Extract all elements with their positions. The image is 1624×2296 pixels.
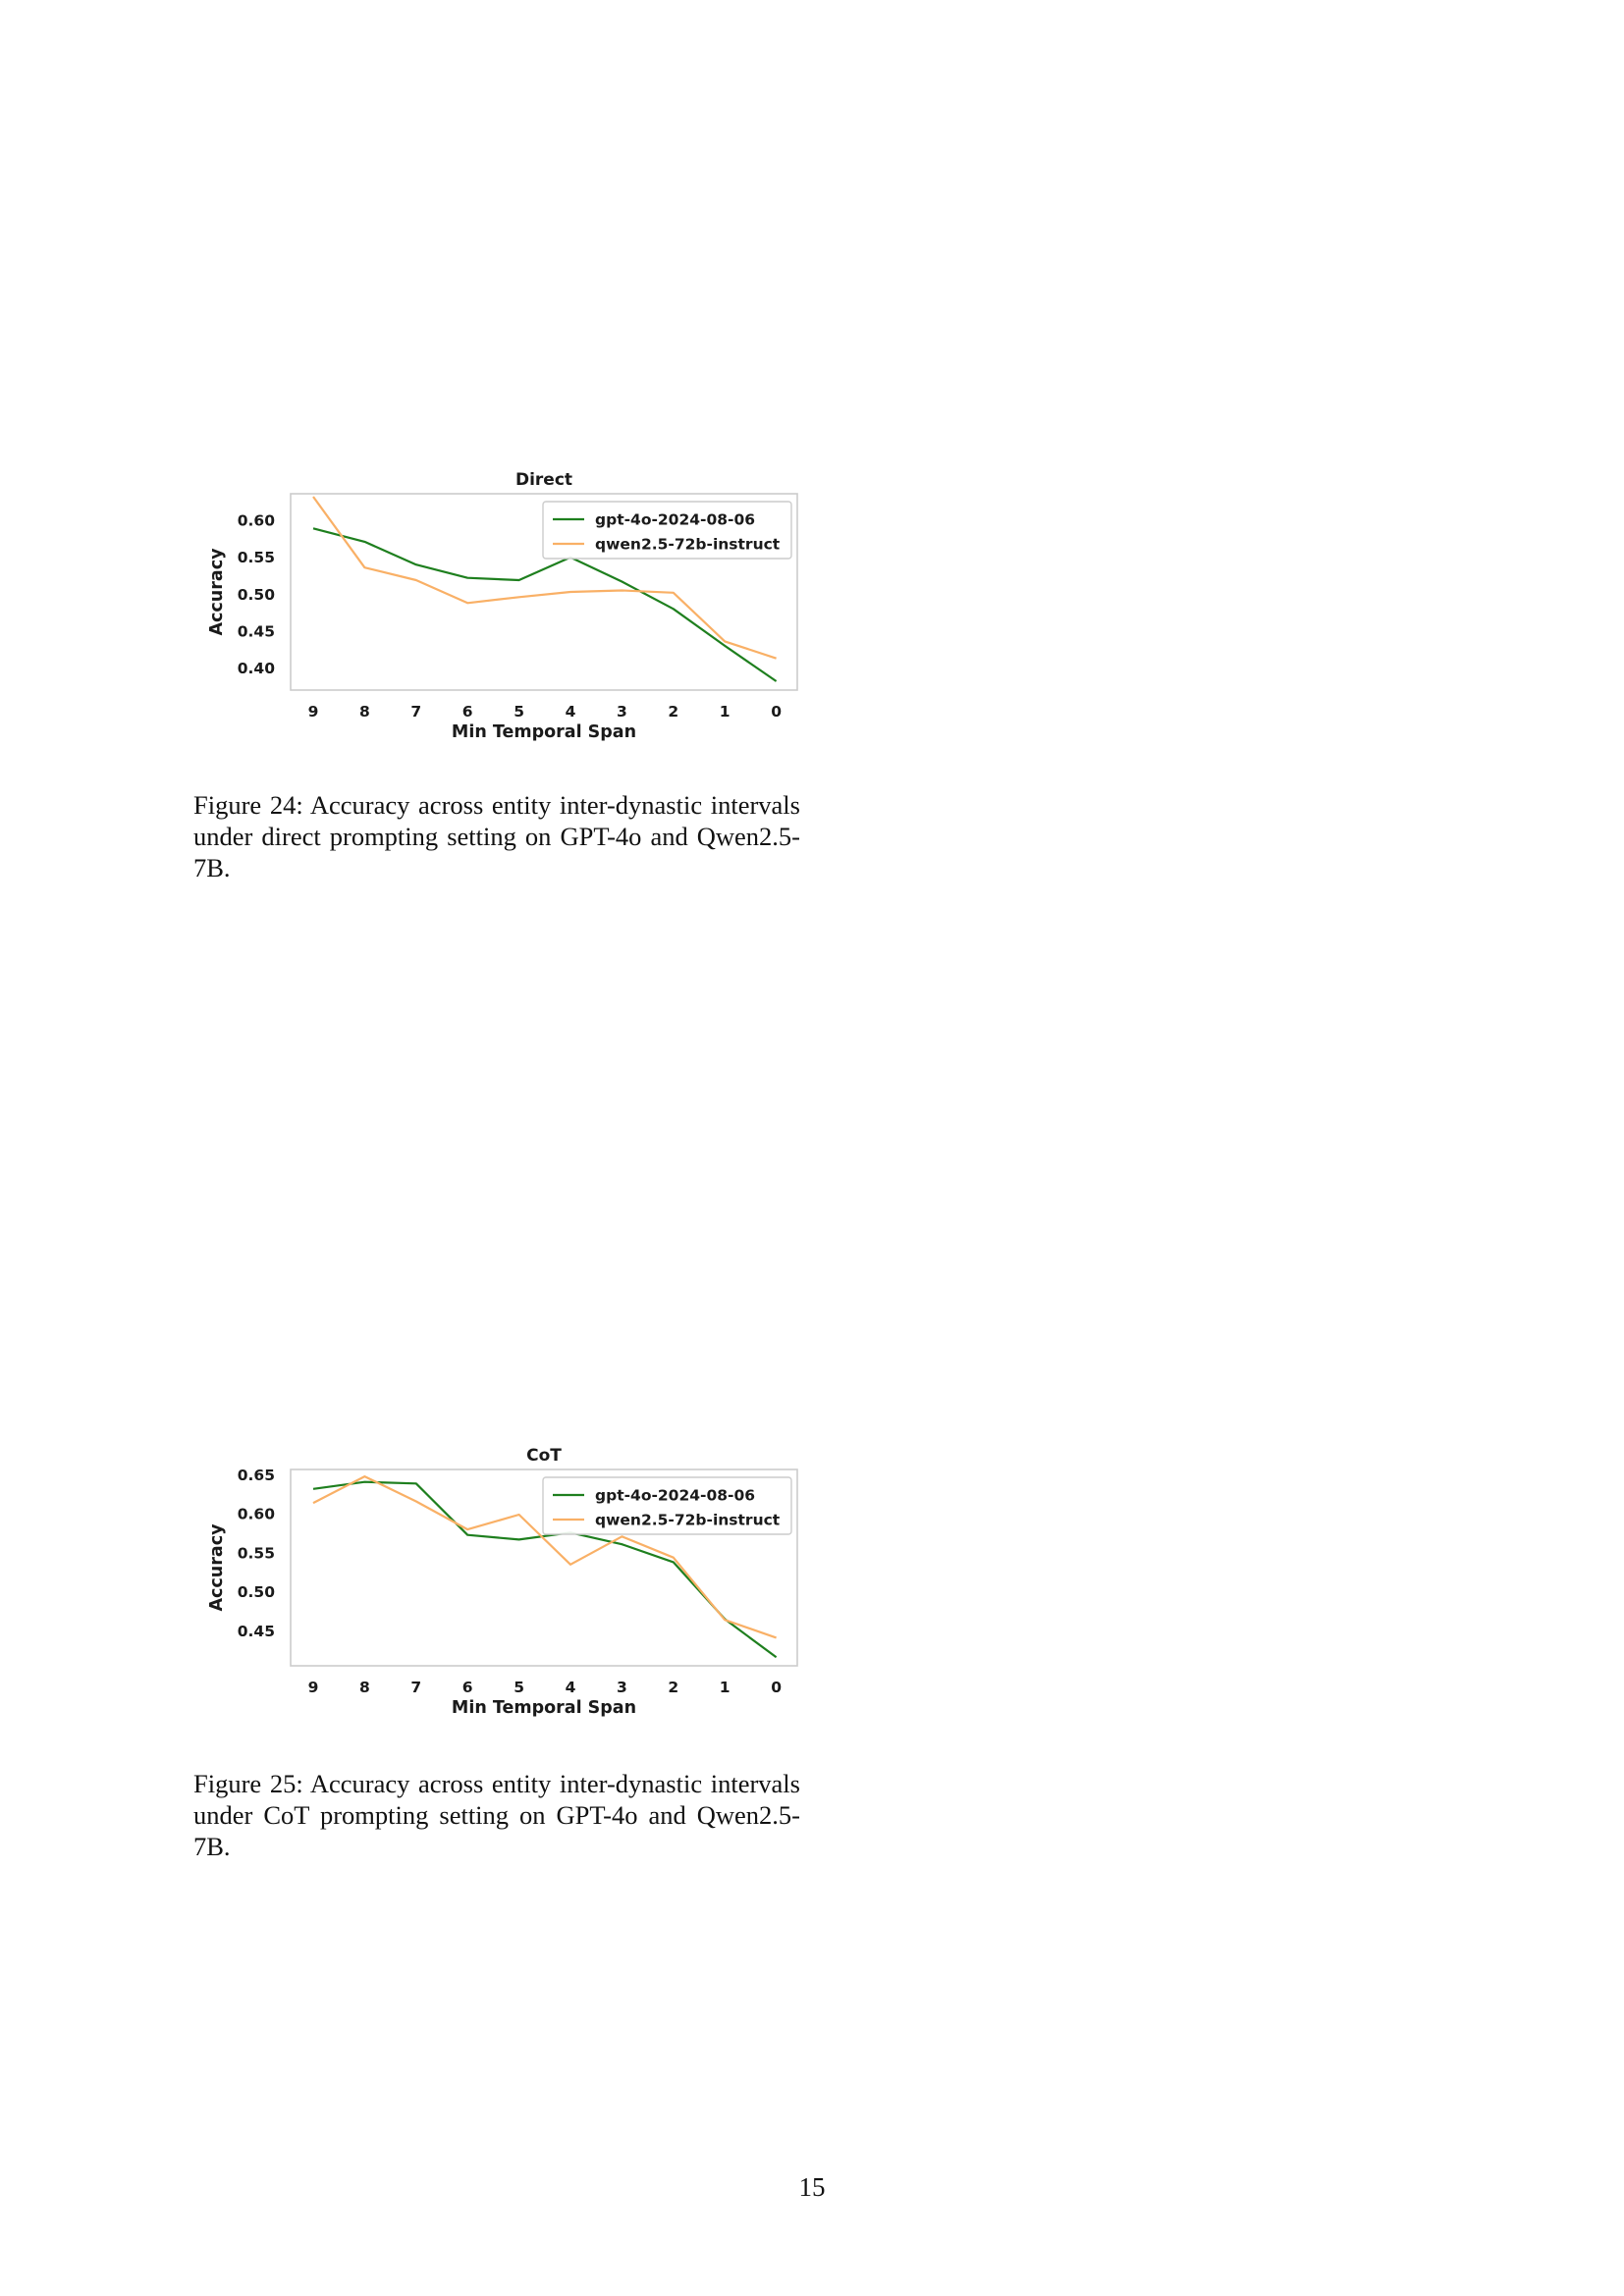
figure-25-caption: Figure 25: Accuracy across entity inter-… [193, 1768, 800, 1862]
chart-legend: gpt-4o-2024-08-06 qwen2.5-72b-instruct [542, 501, 792, 560]
y-tick-label: 0.45 [238, 622, 275, 640]
chart-title: CoT [526, 1446, 562, 1466]
figure-24-caption: Figure 24: Accuracy across entity inter-… [193, 789, 800, 883]
x-tick-label: 6 [462, 703, 473, 721]
plot-frame [290, 493, 798, 691]
y-axis-label: Accuracy [207, 1523, 227, 1612]
page-number: 15 [798, 2172, 826, 2202]
y-axis-label: Accuracy [207, 548, 227, 636]
legend-box [542, 501, 792, 560]
x-tick-label: 3 [617, 703, 627, 721]
legend-label: qwen2.5-72b-instruct [595, 536, 781, 554]
figure-24-chart: Direct 0.40 0.45 0.50 0.55 0.60 9 8 7 6 5 4 3 2 1 0 Min … [196, 459, 825, 744]
cot-line-chart: CoT 0.45 0.50 0.55 0.60 0.65 9 8 7 6 5 4 3 2 1 0 Min Tem… [207, 1446, 798, 1718]
figure-25-caption-text: Accuracy across entity inter-dynastic in… [193, 1769, 800, 1861]
x-tick-label: 2 [668, 1679, 678, 1696]
x-tick-label: 4 [566, 1679, 576, 1696]
x-tick-label: 7 [410, 1679, 421, 1696]
x-tick-label: 8 [359, 703, 370, 721]
x-tick-label: 9 [308, 1679, 319, 1696]
y-tick-label: 0.55 [238, 1544, 275, 1562]
legend-box [542, 1476, 792, 1535]
x-axis-label: Min Temporal Span [452, 722, 636, 742]
legend-label: qwen2.5-72b-instruct [595, 1512, 781, 1529]
direct-line-chart: Direct 0.40 0.45 0.50 0.55 0.60 9 8 7 6 5 4 3 2 1 0 Min … [207, 470, 798, 742]
x-tick-label: 4 [566, 703, 576, 721]
y-tick-label: 0.55 [238, 549, 275, 566]
plot-frame [290, 1468, 798, 1667]
x-tick-label: 1 [720, 703, 731, 721]
y-tick-label: 0.45 [238, 1623, 275, 1640]
x-tick-label: 7 [410, 703, 421, 721]
y-tick-label: 0.65 [238, 1467, 275, 1484]
x-tick-label: 5 [514, 1679, 524, 1696]
x-tick-label: 8 [359, 1679, 370, 1696]
figure-25-chart: CoT 0.45 0.50 0.55 0.60 0.65 9 8 7 6 5 4 3 2 1 0 Min Tem… [196, 1435, 825, 1720]
y-tick-label: 0.50 [238, 586, 275, 604]
x-tick-label: 2 [668, 703, 678, 721]
series-line-qwen2-5 [312, 1474, 777, 1639]
x-tick-label: 5 [514, 703, 524, 721]
y-tick-label: 0.60 [238, 512, 275, 530]
x-tick-label: 9 [308, 703, 319, 721]
y-tick-label: 0.60 [238, 1506, 275, 1523]
series-line-qwen2-5 [312, 496, 777, 660]
x-tick-label: 3 [617, 1679, 627, 1696]
legend-label: gpt-4o-2024-08-06 [595, 1487, 755, 1505]
figure-24-caption-label: Figure 24: [193, 790, 303, 820]
x-axis-label: Min Temporal Span [452, 1698, 636, 1718]
figure-24-caption-text: Accuracy across entity inter-dynastic in… [193, 790, 800, 882]
x-tick-label: 1 [720, 1679, 731, 1696]
figure-25-caption-label: Figure 25: [193, 1769, 303, 1798]
x-tick-label: 0 [771, 703, 782, 721]
x-tick-label: 6 [462, 1679, 473, 1696]
y-tick-label: 0.40 [238, 660, 275, 677]
series-line-gpt-4o [312, 1480, 778, 1659]
chart-legend: gpt-4o-2024-08-06 qwen2.5-72b-instruct [542, 1476, 792, 1535]
legend-label: gpt-4o-2024-08-06 [595, 511, 755, 529]
chart-title: Direct [515, 470, 572, 490]
y-tick-label: 0.50 [238, 1583, 275, 1601]
x-tick-label: 0 [771, 1679, 782, 1696]
series-line-gpt-4o [312, 527, 778, 682]
